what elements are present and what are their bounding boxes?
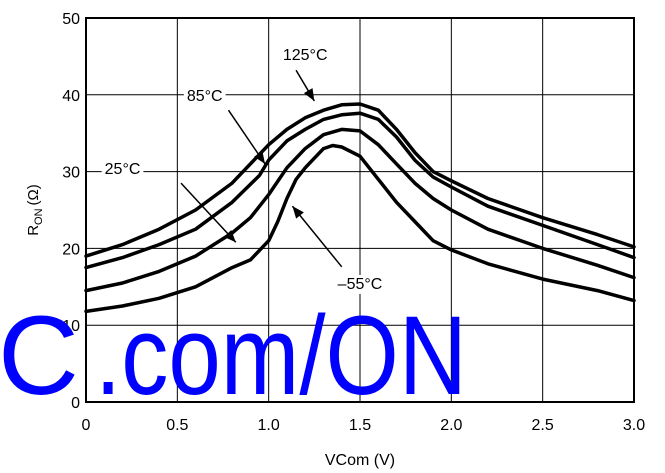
y-axis-label-unit: (Ω) bbox=[25, 184, 42, 205]
y-tick-label: 20 bbox=[62, 241, 80, 258]
plot-frame bbox=[85, 17, 635, 403]
annotation-label-0: 125°C bbox=[283, 47, 328, 64]
annotation-arrow-head-2 bbox=[223, 230, 236, 243]
annotation-arrow-line-3 bbox=[291, 205, 343, 268]
y-axis-label-main: R bbox=[25, 225, 42, 236]
watermark-c: C bbox=[0, 293, 79, 418]
x-tick-label: 2.5 bbox=[532, 417, 554, 434]
y-tick-label: 50 bbox=[62, 11, 80, 28]
annotation-label-2: 25°C bbox=[105, 161, 141, 178]
annotation-label-bg-3 bbox=[334, 274, 386, 294]
grid-lines bbox=[86, 18, 634, 402]
annotation-label-1: 85°C bbox=[187, 88, 223, 105]
y-tick-label: 40 bbox=[62, 88, 80, 105]
annotation-label-bg-1 bbox=[183, 86, 226, 106]
annotation-label-bg-0 bbox=[279, 46, 331, 66]
x-tick-label: 1.5 bbox=[349, 417, 371, 434]
annotation-label-bg-2 bbox=[101, 159, 144, 179]
x-tick-label: 3.0 bbox=[623, 417, 645, 434]
annotation-arrows bbox=[180, 69, 343, 268]
series-line-2 bbox=[84, 127, 636, 293]
y-tick-label: 30 bbox=[62, 165, 80, 182]
annotation-arrow-head-0 bbox=[303, 88, 315, 101]
x-axis-label: VCom (V) bbox=[325, 452, 395, 469]
y-tick-labels: 0 10 20 30 40 50 bbox=[62, 11, 80, 412]
y-tick-label: 0 bbox=[71, 395, 80, 412]
annotation-label-3: –55°C bbox=[338, 276, 383, 293]
annotation-labels: 125°C 85°C 25°C –55°C bbox=[101, 46, 386, 294]
x-tick-labels: 0 0.5 1.0 1.5 2.0 2.5 3.0 bbox=[82, 417, 646, 434]
x-tick-label: 2.0 bbox=[440, 417, 462, 434]
watermark-text: .com/ON bbox=[95, 293, 467, 418]
x-tick-label: 0.5 bbox=[166, 417, 188, 434]
y-axis-label: RON (Ω) bbox=[25, 184, 45, 236]
series-line-1 bbox=[84, 111, 636, 270]
y-tick-label: 10 bbox=[62, 318, 80, 335]
x-tick-label: 0 bbox=[82, 417, 91, 434]
y-axis-label-sub: ON bbox=[33, 208, 45, 225]
x-tick-label: 1.0 bbox=[258, 417, 280, 434]
annotation-arrow-head-1 bbox=[254, 151, 266, 164]
annotation-arrow-line-2 bbox=[180, 182, 237, 243]
annotation-arrow-head-3 bbox=[292, 206, 304, 219]
series-line-3 bbox=[84, 143, 636, 314]
